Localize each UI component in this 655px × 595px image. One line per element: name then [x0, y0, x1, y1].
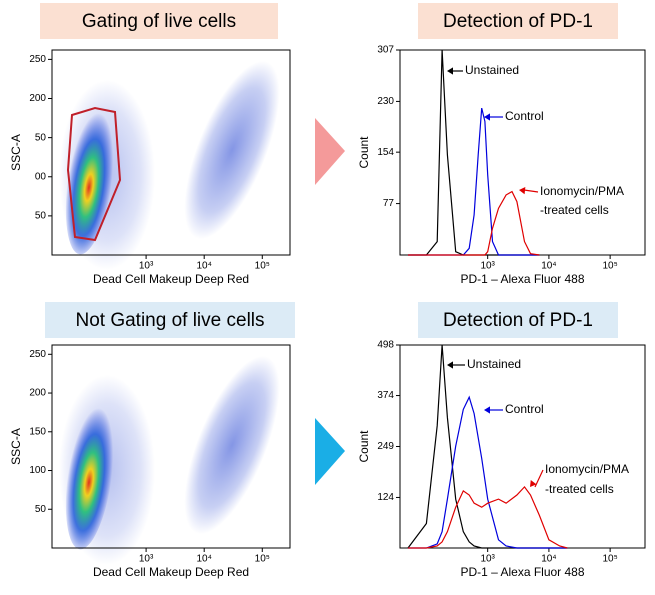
x-tick-label: 10³ — [139, 261, 154, 272]
annotation: Unstained — [467, 357, 521, 371]
x-axis-label: Dead Cell Makeup Deep Red — [93, 565, 249, 579]
y-tick-label: 374 — [377, 390, 394, 401]
annotation: Ionomycin/PMA — [545, 462, 629, 476]
y-tick-label: 307 — [377, 45, 394, 56]
chart-title: Not Gating of live cells — [75, 310, 264, 331]
x-tick-label: 10⁵ — [255, 554, 270, 565]
event-cluster — [65, 400, 115, 550]
plot-frame — [51, 344, 291, 549]
y-tick-label: 230 — [377, 96, 394, 107]
plot-frame — [399, 49, 646, 256]
annotation: Control — [505, 109, 544, 123]
y-axis-label: SSC-A — [9, 134, 23, 171]
y-tick-label: 00 — [35, 171, 47, 182]
y-tick-label: 50 — [35, 132, 47, 143]
event-cluster — [65, 105, 115, 255]
arrow — [315, 118, 345, 185]
x-tick-label: 10⁴ — [196, 261, 211, 272]
y-axis-label: Count — [357, 430, 371, 463]
arrow — [315, 418, 345, 485]
y-tick-label: 154 — [377, 147, 394, 158]
arrow-head — [484, 406, 490, 414]
x-tick-label: 10⁴ — [196, 554, 211, 565]
plot-frame — [51, 49, 291, 256]
histogram-line — [407, 344, 568, 549]
arrow-head — [484, 113, 490, 121]
y-tick-label: 124 — [377, 492, 394, 503]
annotation: Unstained — [465, 63, 519, 77]
x-tick-label: 10³ — [139, 554, 154, 565]
x-tick-label: 10⁵ — [602, 261, 617, 272]
y-tick-label: 200 — [29, 93, 46, 104]
x-tick-label: 10⁴ — [541, 554, 556, 565]
y-tick-label: 200 — [29, 388, 46, 399]
y-tick-label: 249 — [377, 441, 394, 452]
y-tick-label: 50 — [35, 211, 47, 222]
y-tick-label: 50 — [35, 504, 47, 515]
annotation-arrow — [534, 469, 544, 488]
annotation: -treated cells — [540, 203, 609, 217]
x-axis-label: Dead Cell Makeup Deep Red — [93, 272, 249, 286]
annotation: -treated cells — [545, 482, 614, 496]
histogram-line — [408, 485, 568, 549]
title-box — [418, 302, 618, 338]
arrow-head — [519, 187, 526, 195]
chart-title: Gating of live cells — [82, 11, 236, 32]
histogram-line — [408, 395, 568, 549]
y-tick-label: 250 — [29, 54, 46, 65]
histogram-line — [408, 190, 540, 256]
y-tick-label: 498 — [377, 340, 394, 351]
x-axis-label: PD-1 – Alexa Fluor 488 — [460, 272, 584, 286]
title-box — [40, 3, 278, 39]
y-tick-label: 150 — [29, 426, 46, 437]
x-tick-label: 10⁵ — [602, 554, 617, 565]
chart-title: Detection of PD-1 — [443, 11, 593, 32]
arrow-head — [447, 67, 453, 75]
x-tick-label: 10⁴ — [541, 261, 556, 272]
y-axis-label: Count — [357, 136, 371, 169]
histogram-line — [408, 49, 540, 256]
y-axis-label: SSC-A — [9, 428, 23, 465]
event-cloud — [59, 61, 280, 270]
x-axis-label: PD-1 – Alexa Fluor 488 — [460, 565, 584, 579]
event-cloud — [184, 356, 280, 534]
event-cloud — [184, 61, 280, 239]
y-tick-label: 77 — [383, 198, 395, 209]
x-tick-label: 10³ — [480, 261, 495, 272]
annotation-arrow — [523, 189, 539, 193]
arrow-head — [447, 361, 453, 369]
gate — [66, 106, 122, 242]
annotation: Control — [505, 402, 544, 416]
x-tick-label: 10³ — [480, 554, 495, 565]
title-box — [418, 3, 618, 39]
x-tick-label: 10⁵ — [255, 261, 270, 272]
y-tick-label: 250 — [29, 349, 46, 360]
plot-frame — [399, 344, 646, 549]
chart-title: Detection of PD-1 — [443, 310, 593, 331]
annotation: Ionomycin/PMA — [540, 184, 624, 198]
event-cloud — [59, 356, 280, 565]
histogram-line — [408, 107, 540, 256]
y-tick-label: 100 — [29, 465, 46, 476]
arrow-head — [530, 480, 537, 487]
title-box — [45, 302, 295, 338]
